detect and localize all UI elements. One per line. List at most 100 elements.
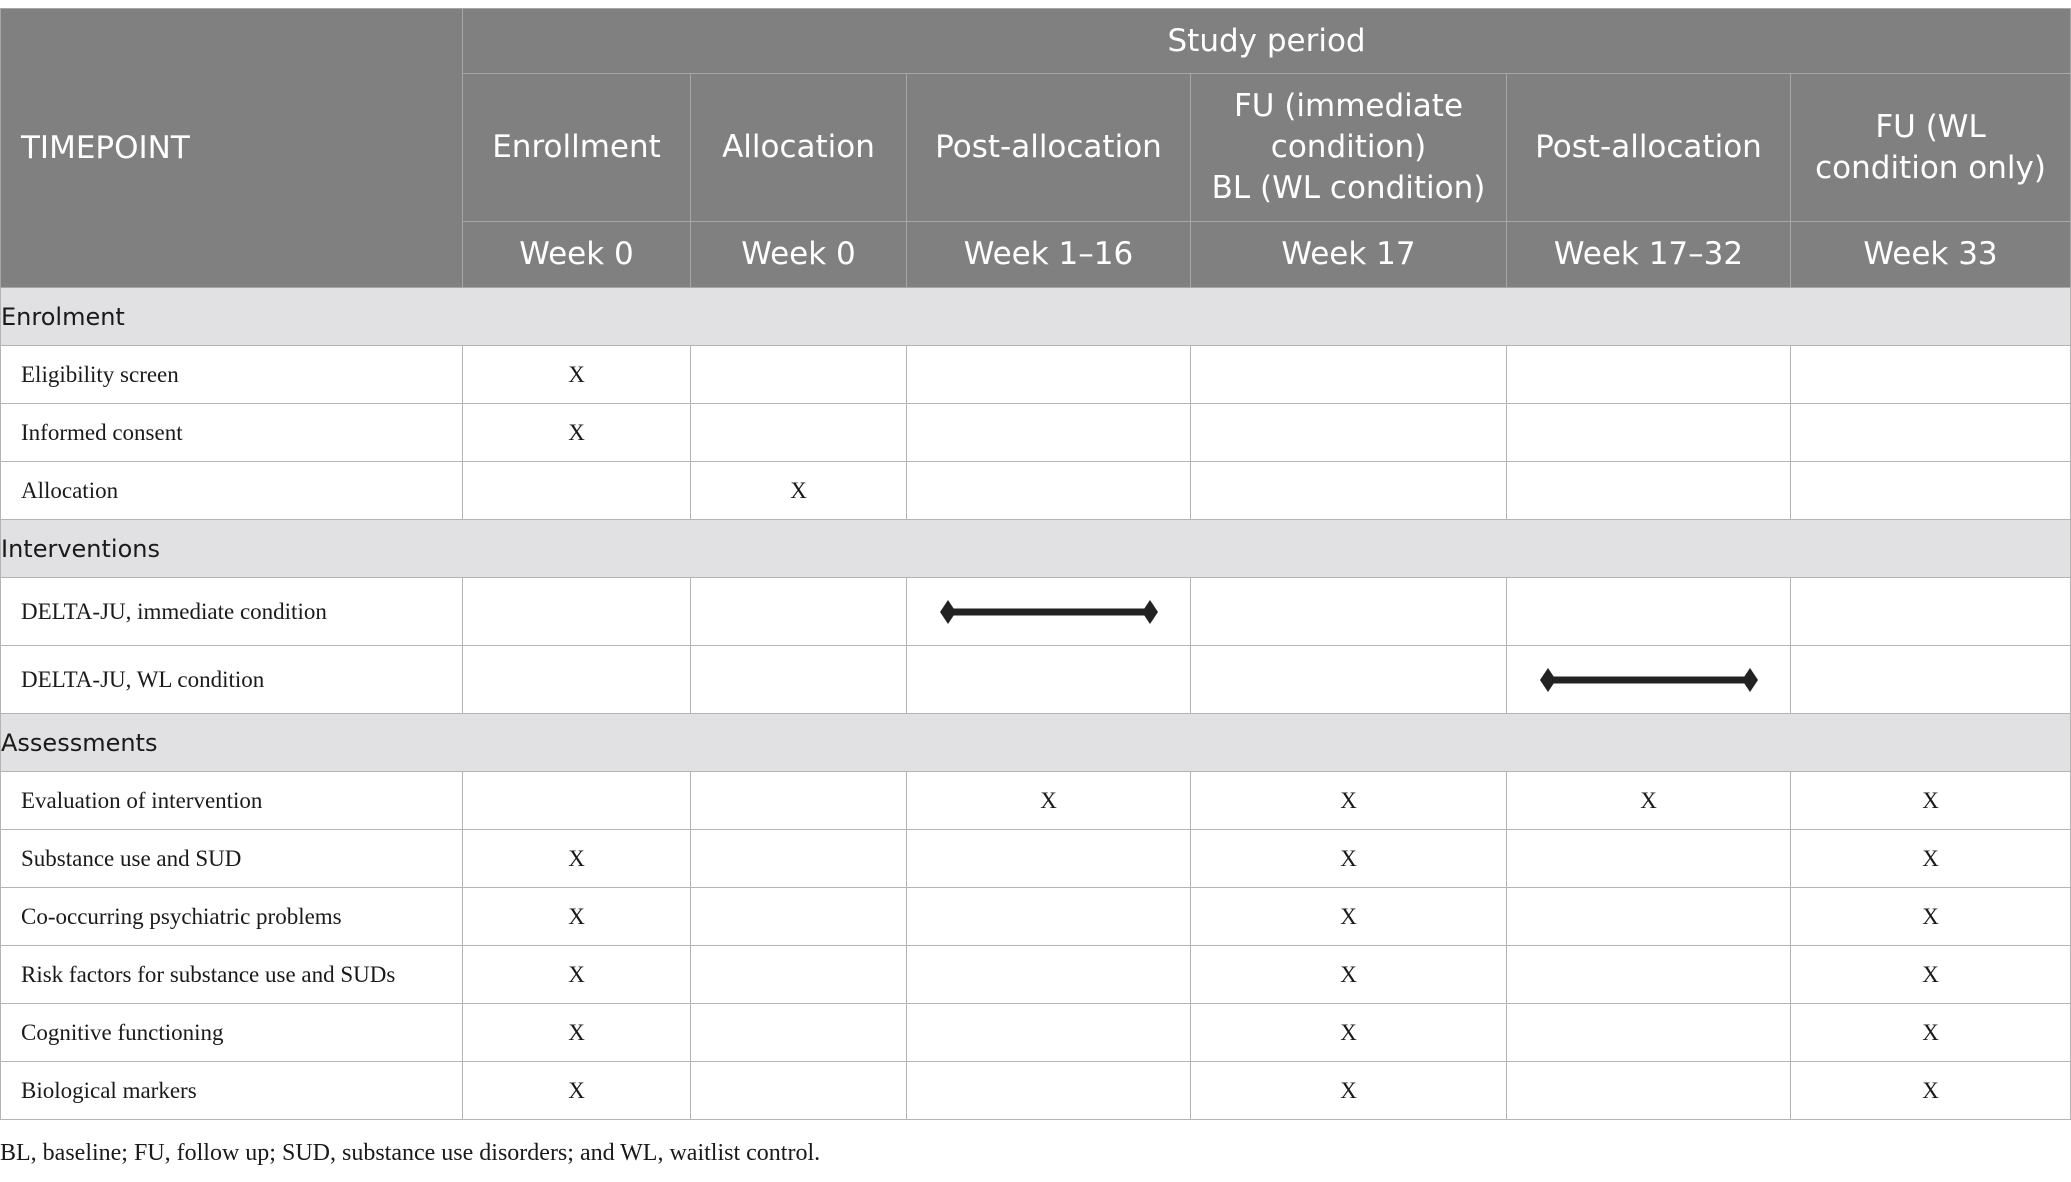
cell-mark <box>906 945 1191 1004</box>
cell-mark: X <box>1789 887 2071 946</box>
row-label: Evaluation of intervention <box>0 771 463 830</box>
section-assessments: Assessments <box>0 713 2071 772</box>
cell-mark <box>1789 461 2071 520</box>
table-row: Substance use and SUD X X X <box>0 829 2071 888</box>
cell-mark <box>906 887 1191 946</box>
cell-empty <box>690 577 907 646</box>
cell-mark <box>1506 945 1791 1004</box>
cell-mark <box>690 403 907 462</box>
cell-mark: X <box>1190 1003 1507 1062</box>
cell-mark: X <box>1190 771 1507 830</box>
section-row: Assessments <box>0 713 2071 772</box>
cell-mark <box>1190 461 1507 520</box>
cell-mark: X <box>1190 1061 1507 1120</box>
cell-duration <box>906 577 1191 646</box>
row-label: Biological markers <box>0 1061 463 1120</box>
cell-mark <box>1506 1061 1791 1120</box>
cell-mark: X <box>1506 771 1791 830</box>
cell-mark <box>690 945 907 1004</box>
cell-mark <box>1506 403 1791 462</box>
section-row: Enrolment <box>0 287 2071 346</box>
cell-mark: X <box>1789 1003 2071 1062</box>
row-label: DELTA-JU, immediate condition <box>0 577 463 646</box>
cell-mark: X <box>462 945 691 1004</box>
table-row: Biological markers X X X <box>0 1061 2071 1120</box>
spirit-schedule: TIMEPOINT Study period Enrollment Alloca… <box>0 8 2071 1120</box>
cell-mark <box>1506 887 1791 946</box>
table-row: Risk factors for substance use and SUDs … <box>0 945 2071 1004</box>
cell-mark <box>1789 345 2071 404</box>
cell-mark: X <box>1789 945 2071 1004</box>
schedule-table: TIMEPOINT Study period Enrollment Alloca… <box>0 8 2071 1120</box>
row-label: Risk factors for substance use and SUDs <box>0 945 463 1004</box>
cell-mark <box>690 829 907 888</box>
cell-mark: X <box>1190 945 1507 1004</box>
phase-post-allocation-1: Post-allocation <box>906 73 1191 222</box>
cell-mark <box>1190 403 1507 462</box>
row-label: Eligibility screen <box>0 345 463 404</box>
cell-empty <box>1190 645 1507 714</box>
cell-mark <box>1506 1003 1791 1062</box>
cell-empty <box>906 645 1191 714</box>
row-label: Informed consent <box>0 403 463 462</box>
row-label: Cognitive functioning <box>0 1003 463 1062</box>
cell-empty <box>462 577 691 646</box>
cell-mark <box>1506 461 1791 520</box>
week-allocation: Week 0 <box>690 221 907 288</box>
phase-enrollment: Enrollment <box>462 73 691 222</box>
row-label: Allocation <box>0 461 463 520</box>
row-label: Co-occurring psychiatric problems <box>0 887 463 946</box>
duration-bar-icon <box>1539 667 1758 692</box>
cell-mark: X <box>690 461 907 520</box>
cell-mark <box>1789 403 2071 462</box>
phase-line: FU (WL <box>1875 108 1986 145</box>
phase-line: FU (immediate <box>1233 88 1464 124</box>
cell-empty <box>1789 577 2071 646</box>
cell-mark <box>906 1061 1191 1120</box>
cell-mark: X <box>1789 1061 2071 1120</box>
cell-mark <box>462 461 691 520</box>
cell-mark: X <box>462 403 691 462</box>
table-row: Informed consent X <box>0 403 2071 462</box>
phase-fu-immediate: FU (immediate condition) BL (WL conditio… <box>1190 73 1507 222</box>
cell-empty <box>1789 645 2071 714</box>
table-row: DELTA-JU, WL condition <box>0 645 2071 714</box>
phase-line: BL (WL condition) <box>1211 170 1486 206</box>
cell-mark <box>906 345 1191 404</box>
week-fu-wl: Week 33 <box>1789 221 2071 288</box>
week-post-allocation-2: Week 17–32 <box>1506 221 1791 288</box>
cell-mark: X <box>462 829 691 888</box>
week-post-allocation-1: Week 1–16 <box>906 221 1191 288</box>
cell-mark: X <box>1789 829 2071 888</box>
cell-mark <box>906 403 1191 462</box>
cell-mark <box>906 1003 1191 1062</box>
cell-mark: X <box>462 345 691 404</box>
duration-bar-icon <box>939 599 1158 624</box>
phase-post-allocation-2: Post-allocation <box>1506 73 1791 222</box>
cell-mark <box>690 887 907 946</box>
row-label: DELTA-JU, WL condition <box>0 645 463 714</box>
cell-empty <box>1190 577 1507 646</box>
cell-empty <box>462 645 691 714</box>
table-row: Eligibility screen X <box>0 345 2071 404</box>
section-row: Interventions <box>0 519 2071 578</box>
cell-mark <box>462 771 691 830</box>
timepoint-header: TIMEPOINT <box>0 8 463 288</box>
cell-mark <box>906 461 1191 520</box>
cell-mark: X <box>1789 771 2071 830</box>
table-row: Cognitive functioning X X X <box>0 1003 2071 1062</box>
cell-mark <box>690 345 907 404</box>
week-enrollment: Week 0 <box>462 221 691 288</box>
study-period-header: Study period <box>461 8 2071 74</box>
phase-line: condition) <box>1270 129 1427 165</box>
cell-mark: X <box>462 1061 691 1120</box>
cell-mark: X <box>462 1003 691 1062</box>
cell-mark <box>1506 345 1791 404</box>
cell-mark <box>906 829 1191 888</box>
table-row: Evaluation of intervention X X X X <box>0 771 2071 830</box>
cell-empty <box>690 645 907 714</box>
cell-mark: X <box>1190 829 1507 888</box>
table-footnote: BL, baseline; FU, follow up; SUD, substa… <box>0 1140 821 1166</box>
cell-mark: X <box>1190 887 1507 946</box>
cell-mark <box>690 1003 907 1062</box>
